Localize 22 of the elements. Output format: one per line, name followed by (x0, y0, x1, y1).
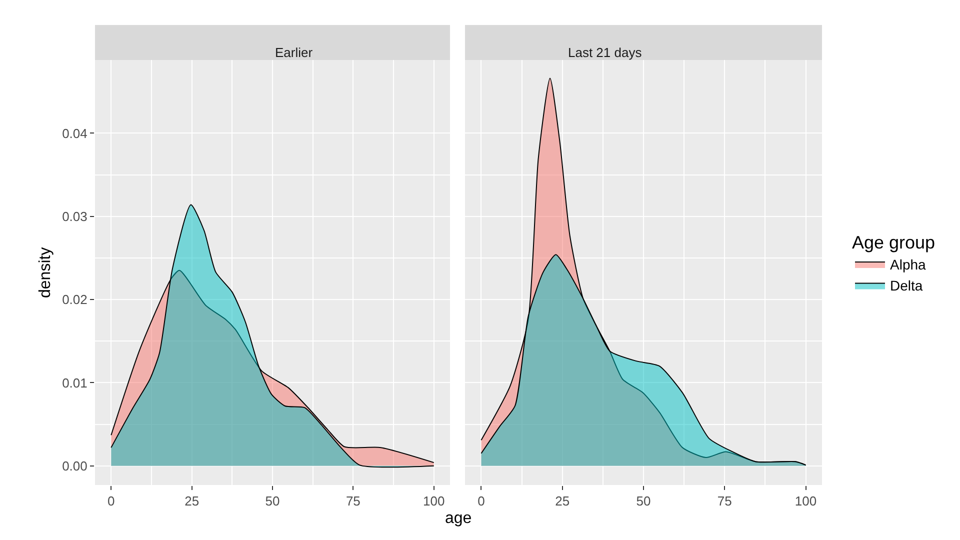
y-tick-label: 0.00 (62, 458, 88, 474)
x-tick-label: 50 (265, 494, 280, 509)
x-axis-title: age (445, 510, 472, 527)
x-tick-label: 25 (555, 494, 570, 509)
x-tick-label: 100 (794, 494, 817, 509)
chart-title: Last 21 days (568, 45, 642, 60)
y-tick-label: 0.03 (62, 208, 88, 224)
x-tick-label: 75 (346, 494, 360, 509)
y-tick-label: 0.01 (62, 375, 88, 390)
x-tick-label: 25 (184, 494, 200, 509)
legend-title: Age group (852, 232, 936, 252)
legend-label: Alpha (890, 256, 926, 272)
y-tick-label: 0.02 (62, 292, 88, 308)
chart-title: Earlier (275, 45, 314, 60)
x-tick-label: 50 (636, 494, 651, 509)
x-tick-label: 100 (423, 494, 445, 509)
x-tick-label: 0 (108, 494, 115, 509)
y-axis-title: density (37, 247, 54, 298)
y-tick-label: 0.04 (62, 126, 88, 141)
x-tick-label: 0 (478, 494, 485, 509)
legend-label: Delta (890, 278, 923, 294)
x-tick-label: 75 (717, 494, 732, 509)
